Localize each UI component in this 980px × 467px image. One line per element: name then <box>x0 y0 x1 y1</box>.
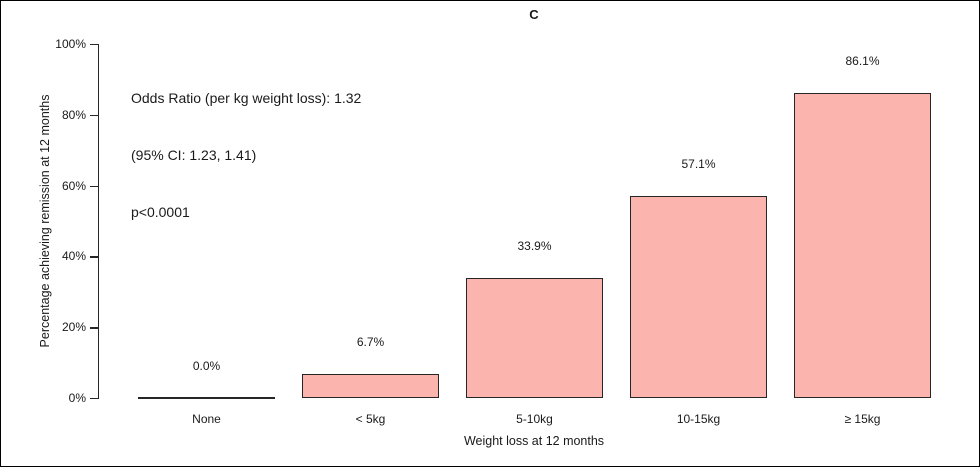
y-tick-label: 80% <box>61 107 86 122</box>
bar-category-label-0: None <box>192 412 221 426</box>
annotation-line-1: Odds Ratio (per kg weight loss): 1.32 <box>131 90 362 106</box>
y-axis-tick <box>90 114 98 117</box>
bar-0 <box>138 397 275 399</box>
y-tick-label: 60% <box>61 178 86 193</box>
y-axis-tick <box>90 44 98 46</box>
bar-value-label-0: 0.0% <box>192 359 221 373</box>
bar-value-label-2: 33.9% <box>517 239 552 253</box>
odds-ratio-annotation: Odds Ratio (per kg weight loss): 1.32 (9… <box>131 51 361 260</box>
annotation-line-3: p<0.0001 <box>131 204 190 220</box>
y-axis-tick <box>90 185 98 187</box>
y-tick-label: 0% <box>68 391 86 405</box>
x-axis-label: Weight loss at 12 months <box>463 434 605 448</box>
y-axis-tick <box>90 327 98 329</box>
annotation-line-2: (95% CI: 1.23, 1.41) <box>131 147 257 163</box>
bar-3 <box>630 196 767 398</box>
bar-category-label-4: ≥ 15kg <box>844 412 881 426</box>
bar-category-label-1: < 5kg <box>355 412 386 426</box>
bar-1 <box>302 374 439 398</box>
bar-value-label-3: 57.1% <box>681 157 716 171</box>
bar-category-label-3: 10-15kg <box>676 412 721 426</box>
y-axis-label: Percentage achieving remission at 12 mon… <box>38 94 52 348</box>
bar-2 <box>466 278 603 398</box>
chart-title: C <box>529 7 539 22</box>
bar-category-label-2: 5-10kg <box>516 412 553 426</box>
y-tick-label: 40% <box>61 249 86 264</box>
bar-4 <box>794 93 931 398</box>
y-tick-label: 100% <box>55 37 86 51</box>
bar-value-label-1: 6.7% <box>356 335 385 349</box>
bar-value-label-4: 86.1% <box>845 54 880 68</box>
y-axis-line <box>98 44 100 399</box>
y-axis-tick <box>90 398 98 400</box>
y-tick-label: 20% <box>61 320 86 335</box>
y-axis-tick <box>90 256 98 258</box>
